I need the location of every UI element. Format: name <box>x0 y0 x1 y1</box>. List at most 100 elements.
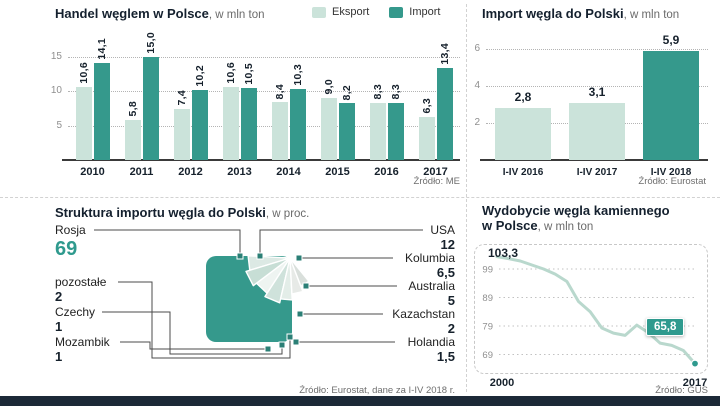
bar-value-eksport-2011: 5,8 <box>126 101 139 117</box>
bar-eksport-2012 <box>173 108 190 160</box>
mining-line-chart: 99 89 79 69 <box>482 255 700 368</box>
bar-value-import-2011: 15,0 <box>144 31 157 54</box>
mining-chart-title: Wydobycie węgla kamiennego w Polsce, w m… <box>482 203 670 235</box>
bar-value-I-IV 2017: 3,1 <box>588 84 606 99</box>
connector-line <box>102 311 283 355</box>
footer-bar <box>0 396 720 406</box>
connector-marker <box>302 282 310 290</box>
mining-x-label-end: 2017 <box>682 377 708 389</box>
bar-value-import-2013: 10,5 <box>242 62 255 85</box>
bar-import-2010 <box>93 62 110 160</box>
trade-title-suffix: , w mln ton <box>208 9 265 21</box>
legend: Eksport Import <box>312 6 440 18</box>
trade-gridline <box>68 125 460 127</box>
divider-horizontal <box>0 197 720 198</box>
country-name: Czechy <box>55 305 96 319</box>
import-x-category-label: I-IV 2016 <box>502 167 544 178</box>
bar-value-import-2012: 10,2 <box>193 64 206 87</box>
structure-title-text: Struktura importu węgla do Polski <box>55 205 266 220</box>
connector-marker <box>264 345 272 353</box>
bar-import-2016 <box>387 102 404 160</box>
trade-gridline <box>68 91 460 92</box>
country-value: 2 <box>55 289 63 304</box>
bar-import-2012 <box>191 89 208 160</box>
bar-import-2017 <box>436 67 453 160</box>
bar-value-eksport-2014: 8,4 <box>273 83 286 100</box>
structure-label-Kolumbia: Kolumbia 6,5 <box>335 251 455 280</box>
country-name: pozostałe <box>55 275 107 289</box>
import-x-category-label: I-IV 2018 <box>650 167 692 178</box>
structure-label-USA: USA 12 <box>335 224 455 252</box>
trade-source-note: Źródło: ME <box>413 176 460 187</box>
import-bars-area: 2,8 3,1 5,9 <box>480 33 708 161</box>
import-plot-area: 2,8 3,1 5,9 2 4 6 I-IV 2016 I-IV 2017 I-IV 2018 <box>474 33 708 186</box>
connector-marker <box>256 252 264 260</box>
mining-source-note: Źródło: GUS <box>655 385 708 396</box>
structure-label-Kazachstan: Kazachstan 2 <box>335 307 455 336</box>
structure-diagram <box>94 229 423 359</box>
bar-value-eksport-2016: 8,3 <box>371 84 384 100</box>
bar-I-IV 2017 <box>569 102 625 160</box>
structure-label-Holandia: Holandia 1,5 <box>335 335 455 364</box>
connector-marker <box>236 252 244 260</box>
mining-title-line1: Wydobycie węgla kamiennego <box>482 203 670 218</box>
trade-x-category-label: 2014 <box>276 166 301 178</box>
trade-x-category-label: 2015 <box>325 166 350 178</box>
import-gridline <box>486 86 708 87</box>
country-value: 2 <box>447 321 455 336</box>
import-x-category-label: I-IV 2017 <box>576 167 618 178</box>
country-value: 1 <box>55 349 63 364</box>
country-value: 5 <box>447 293 455 308</box>
connector-marker <box>295 254 303 262</box>
legend-label-eksport: Eksport <box>332 6 370 18</box>
import-title-suffix: , w mln ton <box>623 9 680 21</box>
structure-diagram-canvas <box>0 196 466 400</box>
structure-label-Australia: Australia 5 <box>335 280 455 308</box>
mining-start-value: 103,3 <box>488 246 519 260</box>
trade-chart-title: Handel węglem w Polsce, w mln ton <box>55 6 265 23</box>
bar-value-eksport-2015: 9,0 <box>322 79 335 95</box>
mining-trend-line <box>495 255 697 366</box>
country-value: 69 <box>55 238 78 260</box>
bar-eksport-2011 <box>124 119 141 160</box>
structure-source-note: Źródło: Eurostat, dane za I-IV 2018 r. <box>299 385 455 396</box>
connector-marker <box>292 338 300 346</box>
bar-I-IV 2018 <box>643 50 699 160</box>
connector-line <box>120 341 268 350</box>
trade-x-category-label: 2013 <box>227 166 252 178</box>
trade-x-category-label: 2011 <box>129 166 154 178</box>
bar-value-I-IV 2016: 2,8 <box>514 90 532 105</box>
bar-value-eksport-2017: 6,3 <box>420 98 433 114</box>
import-ytick-label: 4 <box>474 80 480 91</box>
trade-ytick-label: 5 <box>56 119 62 131</box>
country-value: 1,5 <box>436 349 455 364</box>
structure-label-pozostałe: pozostałe 2 <box>55 275 165 304</box>
import-title-text: Import węgla do Polski <box>482 6 624 21</box>
bar-eksport-2013 <box>222 86 239 160</box>
country-name: Holandia <box>407 335 455 349</box>
structure-title-suffix: , w proc. <box>265 208 310 220</box>
trade-x-category-label: 2012 <box>178 166 203 178</box>
connector-marker <box>278 341 286 349</box>
bar-eksport-2010 <box>75 86 92 160</box>
mining-end-value-badge: 65,8 <box>646 318 685 336</box>
bar-eksport-2015 <box>320 97 337 160</box>
trade-bars-area: 10,6 14,1 5,8 15,0 7,4 10,2 10,6 10,5 8,4 10,3 9,0… <box>62 32 460 161</box>
mining-ytick-label: 79 <box>482 322 493 333</box>
structure-label-Czechy: Czechy 1 <box>55 305 165 334</box>
bar-import-2013 <box>240 87 257 160</box>
legend-swatch-eksport <box>312 6 326 18</box>
mining-title-suffix: , w mln ton <box>537 221 594 233</box>
country-name: Kolumbia <box>404 251 455 265</box>
bar-value-eksport-2012: 7,4 <box>175 90 188 106</box>
bar-import-2014 <box>289 88 306 160</box>
connector-line <box>259 229 423 253</box>
connector-line <box>94 229 241 253</box>
bar-eksport-2016 <box>369 102 386 160</box>
trade-gridline <box>68 56 460 58</box>
country-name: Kazachstan <box>392 307 455 321</box>
connector-marker <box>296 310 304 318</box>
structure-chart-title: Struktura importu węgla do Polski, w pro… <box>55 205 309 222</box>
bar-value-eksport-2013: 10,6 <box>224 62 237 84</box>
